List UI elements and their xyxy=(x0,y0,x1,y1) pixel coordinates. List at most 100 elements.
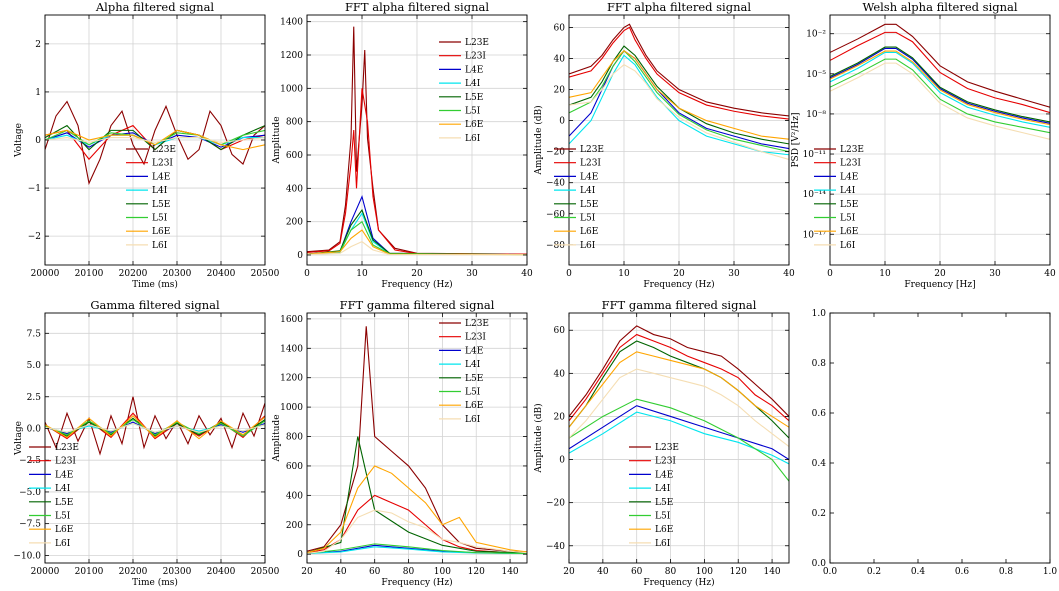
x-tick-label: 10 xyxy=(879,269,891,279)
legend-label: L4E xyxy=(580,172,598,182)
legend-label: L4E xyxy=(55,470,73,480)
series-line-L23I xyxy=(569,333,789,422)
legend: L23E L23I L4E L4I L5E L5I L6E L6I xyxy=(629,443,679,549)
legend-label: L23E xyxy=(840,145,864,155)
x-tick-label: 40 xyxy=(1044,269,1056,279)
legend: L23E L23I L4E L4I L5E L5I L6E L6I xyxy=(814,145,864,251)
series-group xyxy=(307,326,527,555)
x-tick-label: 40 xyxy=(597,567,609,577)
series-line-L4E xyxy=(830,47,1050,124)
legend-label: L23I xyxy=(55,457,76,467)
legend: L23E L23I L4E L4I L5E L5I L6E L6I xyxy=(439,319,489,425)
series-line-L6I xyxy=(569,368,789,448)
y-tick-label: 0.2 xyxy=(812,509,826,519)
x-axis-label: Frequency (Hz) xyxy=(643,577,714,588)
x-tick-label: 30 xyxy=(466,269,478,279)
legend-label: L6E xyxy=(655,525,673,535)
chart-panel-4: 20000 20100 20200 20300 20400 20500 −10.0 −7.5 −… xyxy=(13,298,279,588)
y-tick-label: 1200 xyxy=(280,374,303,384)
legend-label: L6E xyxy=(465,120,483,130)
legend-label: L23I xyxy=(465,52,486,62)
legend-label: L5E xyxy=(840,200,858,210)
y-tick-label: 200 xyxy=(286,218,303,228)
legend-label: L4I xyxy=(655,484,671,494)
y-tick-label: 2 xyxy=(35,40,41,50)
x-tick-label: 120 xyxy=(730,567,747,577)
chart-panel-6: 20 40 60 80 100 120 140 −40 −20 0 20 40 60 FFT gamma … xyxy=(533,298,790,588)
x-tick-label: 30 xyxy=(989,269,1001,279)
series-line-L23E xyxy=(830,23,1050,108)
chart-panel-2: 0 10 20 30 40 −80 −60 −40 −20 0 20 40 60 FFT alpha fi… xyxy=(533,0,795,290)
series-line-L4I xyxy=(569,411,789,465)
legend-label: L4E xyxy=(655,470,673,480)
x-tick-label: 40 xyxy=(521,269,533,279)
y-tick-label: 20 xyxy=(554,86,566,96)
series-line-L5I xyxy=(307,543,527,554)
y-tick-label: 5.0 xyxy=(27,361,42,371)
legend-label: L4E xyxy=(840,172,858,182)
series-line-L6I xyxy=(307,509,527,554)
chart-title: Gamma filtered signal xyxy=(90,298,220,312)
legend-label: L23I xyxy=(580,159,601,169)
y-tick-label: −40 xyxy=(546,542,565,552)
chart-title: FFT alpha filtered signal xyxy=(345,0,489,14)
legend: L23E L23I L4E L4I L5E L5I L6E L6I xyxy=(439,38,489,144)
x-tick-label: 0.0 xyxy=(823,567,838,577)
x-tick-label: 120 xyxy=(468,567,485,577)
series-line-L4E xyxy=(569,405,789,461)
y-tick-label: 0.0 xyxy=(812,559,827,569)
y-tick-label: −20 xyxy=(546,148,565,158)
y-tick-label: 800 xyxy=(286,118,303,128)
y-tick-label: 10⁻¹¹ xyxy=(803,150,826,160)
series-group xyxy=(830,23,1050,140)
series-line-L6E xyxy=(45,129,265,151)
y-tick-label: 1 xyxy=(35,88,41,98)
y-tick-label: 400 xyxy=(286,184,303,194)
y-tick-label: 600 xyxy=(286,151,303,161)
x-tick-label: 20 xyxy=(301,567,313,577)
y-tick-label: 20 xyxy=(554,412,566,422)
y-tick-label: 1.0 xyxy=(812,309,827,319)
series-line-L6I xyxy=(307,241,527,256)
y-axis-label: Voltage xyxy=(14,123,24,158)
legend-label: L23I xyxy=(465,333,486,343)
x-tick-label: 20200 xyxy=(119,567,148,577)
legend-label: L5E xyxy=(580,200,598,210)
y-tick-label: −10.0 xyxy=(13,551,41,561)
x-tick-label: 20100 xyxy=(75,567,104,577)
series-line-L5E xyxy=(45,124,265,151)
x-tick-label: 30 xyxy=(728,269,740,279)
y-axis-label: Amplitude xyxy=(272,414,282,462)
legend-label: L23E xyxy=(152,145,176,155)
legend-label: L23E xyxy=(580,145,604,155)
y-tick-label: 0.4 xyxy=(812,459,827,469)
legend-label: L5E xyxy=(55,498,73,508)
legend-label: L23E xyxy=(465,38,489,48)
legend-label: L6E xyxy=(465,401,483,411)
series-line-L6I xyxy=(569,64,789,160)
legend-label: L4E xyxy=(465,65,483,75)
x-tick-label: 20000 xyxy=(31,269,60,279)
series-line-L23E xyxy=(307,326,527,553)
legend-label: L6I xyxy=(55,539,71,549)
y-tick-label: 1200 xyxy=(280,51,303,61)
y-tick-label: 1000 xyxy=(280,84,303,94)
series-line-L23E xyxy=(45,396,265,456)
legend-label: L6I xyxy=(840,241,856,251)
x-tick-label: 10 xyxy=(356,269,368,279)
series-line-L23E xyxy=(307,26,527,255)
legend-label: L6I xyxy=(465,134,481,144)
series-line-L6I xyxy=(45,422,265,433)
y-axis-label: Amplitude (dB) xyxy=(533,105,544,175)
x-tick-label: 0 xyxy=(827,269,833,279)
legend-label: L4E xyxy=(152,172,170,182)
legend-label: L4I xyxy=(465,79,481,89)
chart-title: FFT gamma filtered signal xyxy=(340,298,495,312)
legend-label: L4I xyxy=(840,186,856,196)
series-group xyxy=(569,23,789,160)
chart-panel-0: 20000 20100 20200 20300 20400 20500 −2 −1 0 1 2 Alp… xyxy=(14,0,280,290)
series-line-L6E xyxy=(830,50,1050,126)
legend-label: L5I xyxy=(655,512,671,522)
series-line-L5I xyxy=(569,49,789,153)
x-axis-label: Frequency (Hz) xyxy=(381,279,452,290)
